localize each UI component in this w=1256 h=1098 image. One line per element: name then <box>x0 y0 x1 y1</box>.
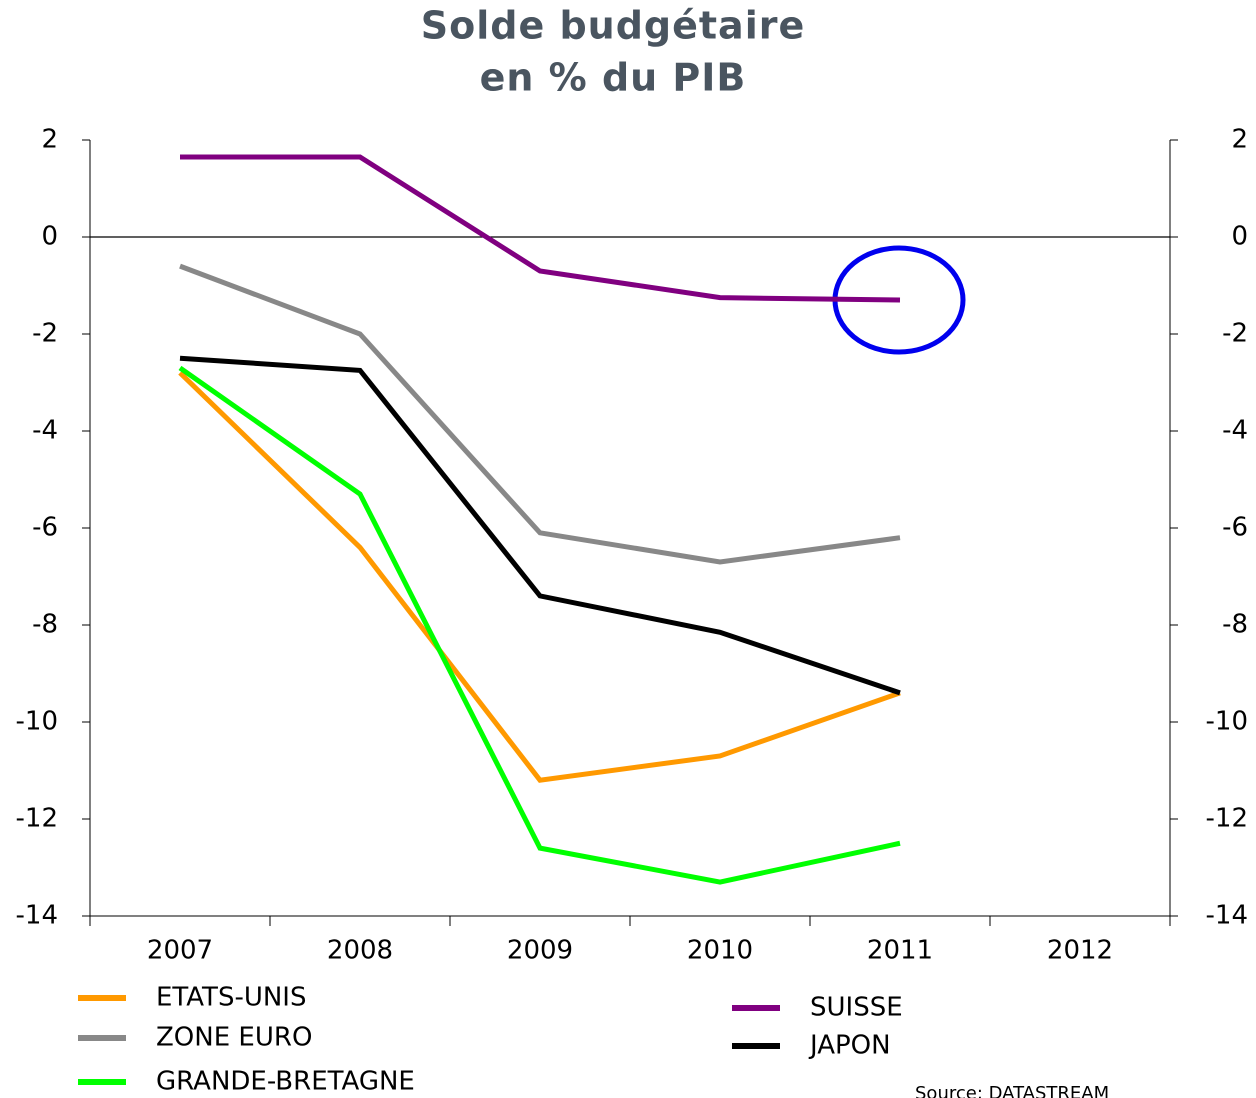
legend-label: GRANDE-BRETAGNE <box>156 1067 415 1097</box>
series-line <box>179 263 901 565</box>
y2-tick-label: -6 <box>1222 513 1248 543</box>
y-tick-label: -10 <box>16 707 58 737</box>
y-tick-label: -2 <box>32 319 58 349</box>
series-line <box>178 365 901 885</box>
y2-tick-label: 2 <box>1231 125 1248 155</box>
x-tick-label: 2011 <box>867 936 933 966</box>
series-line <box>178 371 901 783</box>
x-tick-label: 2008 <box>327 936 393 966</box>
series-line <box>179 355 901 696</box>
y2-tick-label: -8 <box>1222 610 1248 640</box>
x-tick-label: 2012 <box>1047 936 1113 966</box>
y2-tick-label: 0 <box>1231 222 1248 252</box>
x-tick-label: 2007 <box>147 936 213 966</box>
y-tick-label: -6 <box>32 513 58 543</box>
x-tick-label: 2009 <box>507 936 573 966</box>
y-tick-label: 0 <box>41 222 58 252</box>
y-tick-label: -8 <box>32 610 58 640</box>
y2-tick-label: -14 <box>1206 901 1248 931</box>
legend-label: JAPON <box>808 1031 891 1061</box>
y2-tick-label: -2 <box>1222 319 1248 349</box>
chart-title: Solde budgétaire <box>421 4 805 48</box>
y-tick-label: -4 <box>32 416 58 446</box>
y-tick-label: -14 <box>16 901 58 931</box>
y-tick-label: 2 <box>41 125 58 155</box>
chart-subtitle: en % du PIB <box>480 56 747 100</box>
legend-label: ETATS-UNIS <box>156 983 306 1013</box>
source-note: Source: DATASTREAM <box>915 1083 1109 1098</box>
y2-tick-label: -12 <box>1206 804 1248 834</box>
legend-label: ZONE EURO <box>156 1023 312 1053</box>
series-line <box>180 154 901 303</box>
legend-label: SUISSE <box>810 993 903 1023</box>
y-tick-label: -12 <box>16 804 58 834</box>
x-tick-label: 2010 <box>687 936 753 966</box>
y2-tick-label: -10 <box>1206 707 1248 737</box>
y2-tick-label: -4 <box>1222 416 1248 446</box>
